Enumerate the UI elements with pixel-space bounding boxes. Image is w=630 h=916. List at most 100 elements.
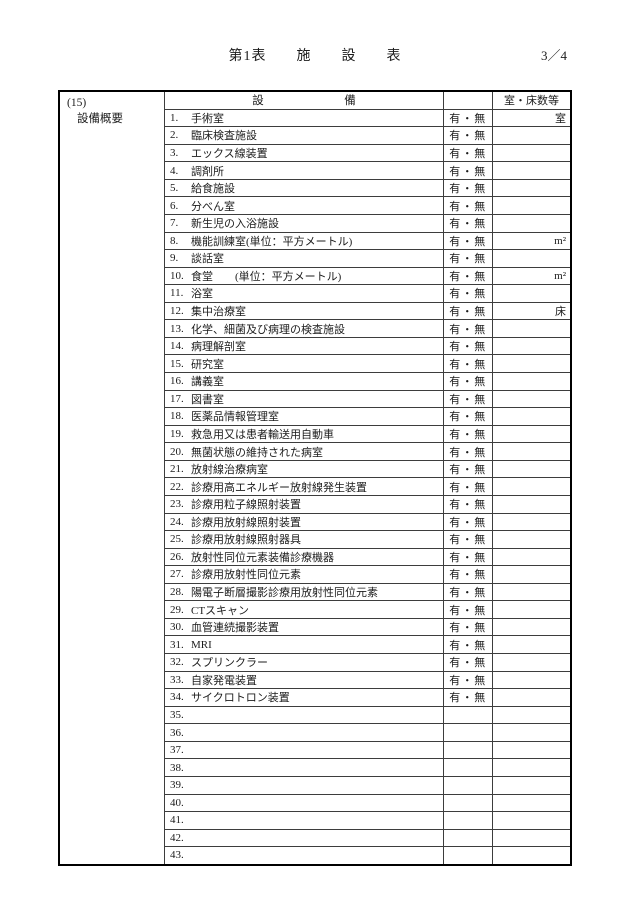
page-number: 3／4 [541, 48, 568, 63]
unit-cell [493, 461, 570, 478]
equipment-cell: 10. 食堂 (単位：平方メートル) [165, 268, 443, 285]
availability-cell: 有・無 [443, 689, 493, 706]
section-name: 設備概要 [77, 113, 123, 125]
row-number: 25. [170, 533, 184, 546]
row-number: 35. [170, 708, 184, 721]
row-number: 33. [170, 673, 184, 686]
row-number: 11. [170, 287, 184, 300]
equipment-cell: 8. 機能訓練室(単位：平方メートル) [165, 233, 443, 250]
availability-cell: 有・無 [443, 671, 493, 689]
unit-cell [493, 127, 570, 144]
equipment-cell: 31. MRI [165, 636, 443, 653]
row-text: 浴室 [191, 288, 213, 301]
availability-cell: 有・無 [443, 127, 493, 144]
table-row: 18. 医薬品情報管理室 有・無 [165, 407, 570, 425]
equipment-cell: 37. [165, 742, 443, 759]
row-text: 自家発電装置 [191, 674, 257, 687]
unit-cell [493, 162, 570, 179]
equipment-cell: 35. [165, 707, 443, 724]
row-text: 研究室 [191, 358, 224, 371]
availability-cell: 有・無 [443, 601, 493, 618]
row-number: 22. [170, 480, 184, 493]
table-row: 17. 図書室 有・無 [165, 389, 570, 408]
equipment-cell: 15. 研究室 [165, 355, 443, 372]
table-row: 33. 自家発電装置 有・無 [165, 670, 570, 689]
table-row: 15. 研究室 有・無 [165, 354, 570, 372]
equipment-cell: 13. 化学、細菌及び病理の検査施設 [165, 320, 443, 337]
equipment-cell: 4. 調剤所 [165, 162, 443, 179]
equipment-cell: 11. 浴室 [165, 285, 443, 302]
row-text: 病理解剖室 [191, 341, 246, 354]
table-row: 26. 放射性同位元素装備診療機器 有・無 [165, 547, 570, 566]
table-row: 35. [165, 705, 570, 724]
row-text: 手術室 [191, 112, 224, 125]
equipment-cell: 40. [165, 795, 443, 812]
unit-cell [493, 478, 570, 495]
table-row: 28. 陽電子断層撮影診療用放射性同位元素 有・無 [165, 582, 570, 601]
row-number: 13. [170, 322, 184, 335]
unit-cell [493, 619, 570, 636]
row-number: 9. [170, 252, 179, 265]
row-text: エックス線装置 [191, 147, 268, 160]
availability-cell: 有・無 [443, 478, 493, 495]
row-number: 1. [170, 111, 179, 124]
table-row: 32. スプリンクラー 有・無 [165, 653, 570, 671]
availability-cell: 有・無 [443, 373, 493, 390]
table-row: 8. 機能訓練室(単位：平方メートル) 有・無 m² [165, 231, 570, 250]
availability-cell: 有・無 [443, 109, 493, 127]
row-text: 診療用放射性同位元素 [191, 569, 301, 582]
row-number: 14. [170, 340, 184, 353]
equipment-cell: 14. 病理解剖室 [165, 338, 443, 355]
availability-cell [443, 812, 493, 829]
availability-cell: 有・無 [443, 355, 493, 372]
row-number: 23. [170, 498, 184, 511]
equipment-cell: 21. 放射線治療病室 [165, 461, 443, 478]
row-text: 診療用高エネルギー放射線発生装置 [191, 481, 367, 494]
row-number: 31. [170, 638, 184, 651]
table-row: 5. 給食施設 有・無 [165, 178, 570, 197]
unit-cell [493, 707, 570, 724]
row-number: 10. [170, 269, 184, 282]
availability-cell: 有・無 [443, 214, 493, 232]
row-text: 食堂 (単位：平方メートル) [191, 270, 342, 283]
availability-cell [443, 724, 493, 741]
table-row: 9. 談話室 有・無 [165, 249, 570, 267]
unit-cell [493, 285, 570, 302]
equipment-cell: 22. 診療用高エネルギー放射線発生装置 [165, 478, 443, 495]
equipment-cell: 32. スプリンクラー [165, 654, 443, 671]
row-text: スプリンクラー [191, 657, 268, 670]
table-row: 29. CTスキャン 有・無 [165, 600, 570, 618]
availability-cell [443, 741, 493, 759]
availability-cell: 有・無 [443, 531, 493, 548]
availability-cell: 有・無 [443, 320, 493, 337]
section-label-cell: (15) 設備概要 [60, 92, 165, 864]
table-row: 13. 化学、細菌及び病理の検査施設 有・無 [165, 319, 570, 337]
row-text: 救急用又は患者輸送用自動車 [191, 428, 334, 441]
unit-cell: 室 [555, 112, 566, 125]
table-row: 21. 放射線治療病室 有・無 [165, 459, 570, 478]
unit-cell [493, 180, 570, 197]
row-text: サイクロトロン装置 [191, 692, 290, 705]
equipment-cell: 23. 診療用粒子線照射装置 [165, 496, 443, 513]
row-text: 診療用放射線照射装置 [191, 516, 301, 529]
section-code: (15) [67, 97, 87, 109]
unit-cell [493, 408, 570, 425]
row-number: 4. [170, 164, 179, 177]
table-row: 20. 無菌状態の維持された病室 有・無 [165, 442, 570, 460]
table-row: 16. 講義室 有・無 [165, 372, 570, 390]
row-number: 32. [170, 656, 184, 669]
table-row: 41. [165, 811, 570, 829]
table-row: 6. 分べん室 有・無 [165, 196, 570, 214]
equipment-cell: 2. 臨床検査施設 [165, 127, 443, 144]
row-number: 38. [170, 761, 184, 774]
equipment-cell: 12. 集中治療室 [165, 303, 443, 320]
row-text: 診療用放射線照射器具 [191, 534, 301, 547]
row-number: 39. [170, 779, 184, 792]
availability-cell: 有・無 [443, 460, 493, 478]
table-row: 1. 手術室 有・無 室 [165, 108, 570, 127]
equipment-cell: 6. 分べん室 [165, 197, 443, 214]
row-number: 29. [170, 603, 184, 616]
availability-cell [443, 759, 493, 776]
row-number: 36. [170, 726, 184, 739]
